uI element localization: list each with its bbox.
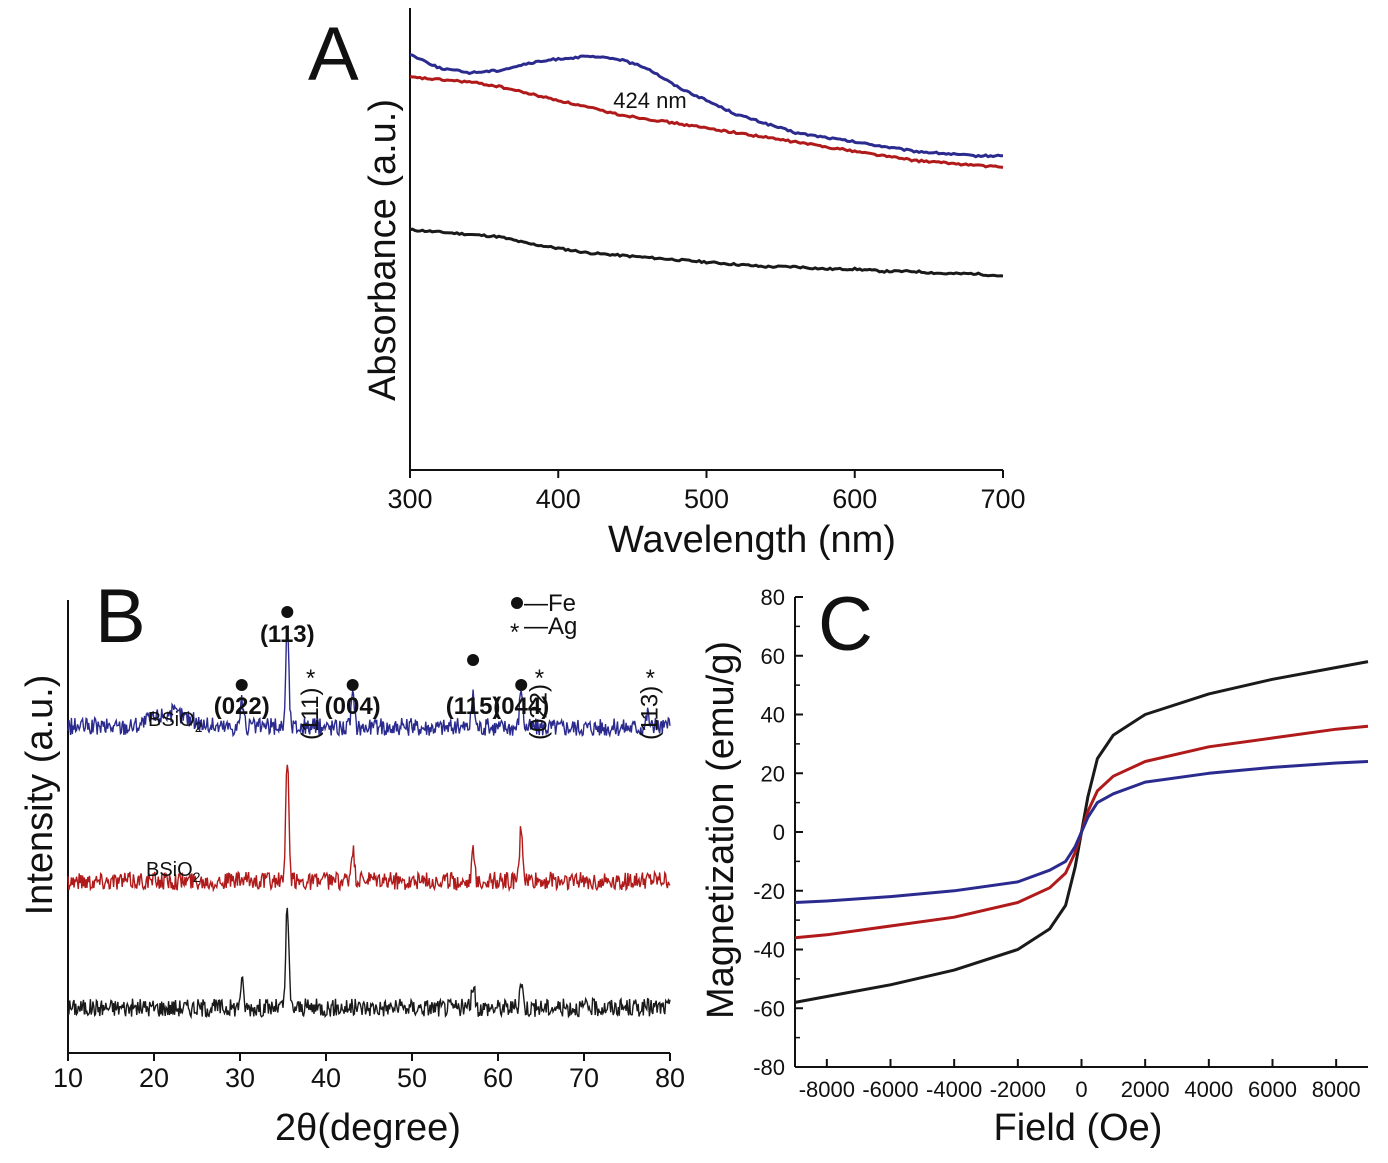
peak-ag-marker: * (306, 665, 315, 692)
panel-c-y-tick-label: -80 (753, 1055, 785, 1080)
panel-a-letter: A (308, 12, 359, 97)
peak-hkl-label: (022) (526, 684, 553, 740)
panel-c-y-tick-label: -40 (753, 938, 785, 963)
panel-b-x-tick-label: 30 (225, 1063, 255, 1093)
peak-fe-marker (346, 679, 359, 691)
panel-b-x-ticks (67, 1053, 671, 1061)
panel-c-x-tick-label: 6000 (1248, 1077, 1297, 1102)
panel-b-x-axis-title: 2θ(degree) (275, 1107, 461, 1149)
peak-hkl-label: (022) (214, 693, 270, 720)
legend-ag-marker: * (510, 619, 519, 646)
panel-c-y-tick-labels: -80 -60 -40 -20 0 20 40 60 80 (753, 585, 785, 1080)
panel-b-series-blue (67, 630, 671, 738)
peak-hkl-label: (044) (493, 693, 549, 720)
panel-a: A 300 400 500 600 700 424 nm Wavelength (nm)… (308, 8, 1026, 561)
panel-c-y-tick-label: 60 (761, 644, 785, 669)
panel-c-series-blue (794, 760, 1369, 904)
panel-b-series-red (67, 764, 671, 893)
panel-c-y-tick-label: 40 (761, 703, 785, 728)
peak-fe-marker (281, 606, 294, 618)
legend-fe-marker (511, 597, 523, 609)
panel-c-x-tick-label: 4000 (1184, 1077, 1233, 1102)
sample-label-top: BSiO2 (148, 709, 203, 735)
panel-c-x-tick-label: -2000 (990, 1077, 1046, 1102)
panel-a-y-axis-title: Absorbance (a.u.) (362, 99, 404, 401)
panel-a-x-tick-label: 400 (536, 484, 581, 514)
legend-ag-label: —Ag (524, 613, 577, 640)
panel-c-y-tick-label: -20 (753, 879, 785, 904)
panel-b-x-tick-label: 10 (53, 1063, 83, 1093)
panel-c-x-tick-label: 8000 (1312, 1077, 1361, 1102)
panel-b-x-tick-label: 60 (483, 1063, 513, 1093)
peak-fe-marker (467, 654, 480, 666)
peak-ag-marker: * (646, 665, 655, 692)
panel-c-y-tick-label: 80 (761, 585, 785, 610)
peak-fe-marker (515, 679, 528, 691)
panel-c-x-tick-label: -8000 (799, 1077, 855, 1102)
panel-c-x-ticks (825, 1059, 1338, 1067)
panel-c-y-axis-title: Magnetization (emu/g) (700, 641, 742, 1019)
panel-c-y-ticks (795, 596, 803, 1068)
panel-c-x-tick-label: 0 (1075, 1077, 1087, 1102)
peak-ag-marker: * (535, 665, 544, 692)
sample-label-mid: BSiO2 (146, 859, 201, 885)
panel-a-x-axis-title: Wavelength (nm) (608, 519, 896, 561)
panel-a-x-ticks (409, 470, 1004, 478)
panel-a-x-tick-label: 500 (684, 484, 729, 514)
peak-hkl-label: (111) (297, 688, 324, 740)
panel-a-x-tick-label: 700 (980, 484, 1025, 514)
panel-b-x-tick-label: 70 (569, 1063, 599, 1093)
panel-a-series-red (409, 75, 1004, 169)
peak-hkl-label: (004) (325, 693, 381, 720)
peak-hkl-label: (115) (446, 693, 501, 720)
panel-c-y-tick-label: 0 (773, 820, 785, 845)
panel-a-peak-annotation: 424 nm (613, 88, 686, 113)
panel-b-y-axis-title: Intensity (a.u.) (19, 675, 61, 916)
panel-b-letter: B (95, 574, 146, 659)
panel-b-series (67, 630, 671, 1020)
panel-b-x-tick-labels: 10 20 30 40 50 60 70 80 (53, 1063, 685, 1093)
panel-b-x-tick-label: 40 (311, 1063, 341, 1093)
panel-b-series-black (67, 907, 671, 1020)
panel-c-x-tick-label: -4000 (926, 1077, 982, 1102)
legend-fe-label: —Fe (524, 590, 576, 617)
panel-c-x-tick-label: 2000 (1121, 1077, 1170, 1102)
panel-a-x-tick-labels: 300 400 500 600 700 (387, 484, 1025, 514)
panel-b-peak-labels: (022)(113)(111)*(004) (115)(044)(022)*(11… (214, 606, 664, 740)
panel-a-series (409, 53, 1004, 278)
peak-hkl-label: (113) (260, 621, 315, 648)
panel-c-y-tick-label: 20 (761, 761, 785, 786)
panel-c-x-axis-title: Field (Oe) (994, 1107, 1163, 1149)
panel-b-x-tick-label: 80 (655, 1063, 685, 1093)
panel-a-series-blue (409, 53, 1004, 159)
panel-a-series-black (409, 227, 1004, 278)
panel-b-x-tick-label: 20 (139, 1063, 169, 1093)
panel-c-letter: C (818, 582, 873, 667)
peak-fe-marker (235, 679, 248, 691)
panel-c-series (794, 660, 1369, 1004)
panel-b-x-tick-label: 50 (397, 1063, 427, 1093)
panel-c-y-tick-label: -60 (753, 996, 785, 1021)
panel-c-x-tick-labels: -8000 -6000 -4000 -2000 0 2000 4000 6000 8000 (799, 1077, 1361, 1102)
panel-c-x-tick-label: -6000 (862, 1077, 918, 1102)
panel-a-x-tick-label: 300 (387, 484, 432, 514)
panel-a-x-tick-label: 600 (832, 484, 877, 514)
peak-hkl-label: (113) (637, 686, 664, 740)
panel-b: B 10 20 30 40 50 60 70 80 (022)(113)(111)*(004)… (19, 574, 685, 1149)
